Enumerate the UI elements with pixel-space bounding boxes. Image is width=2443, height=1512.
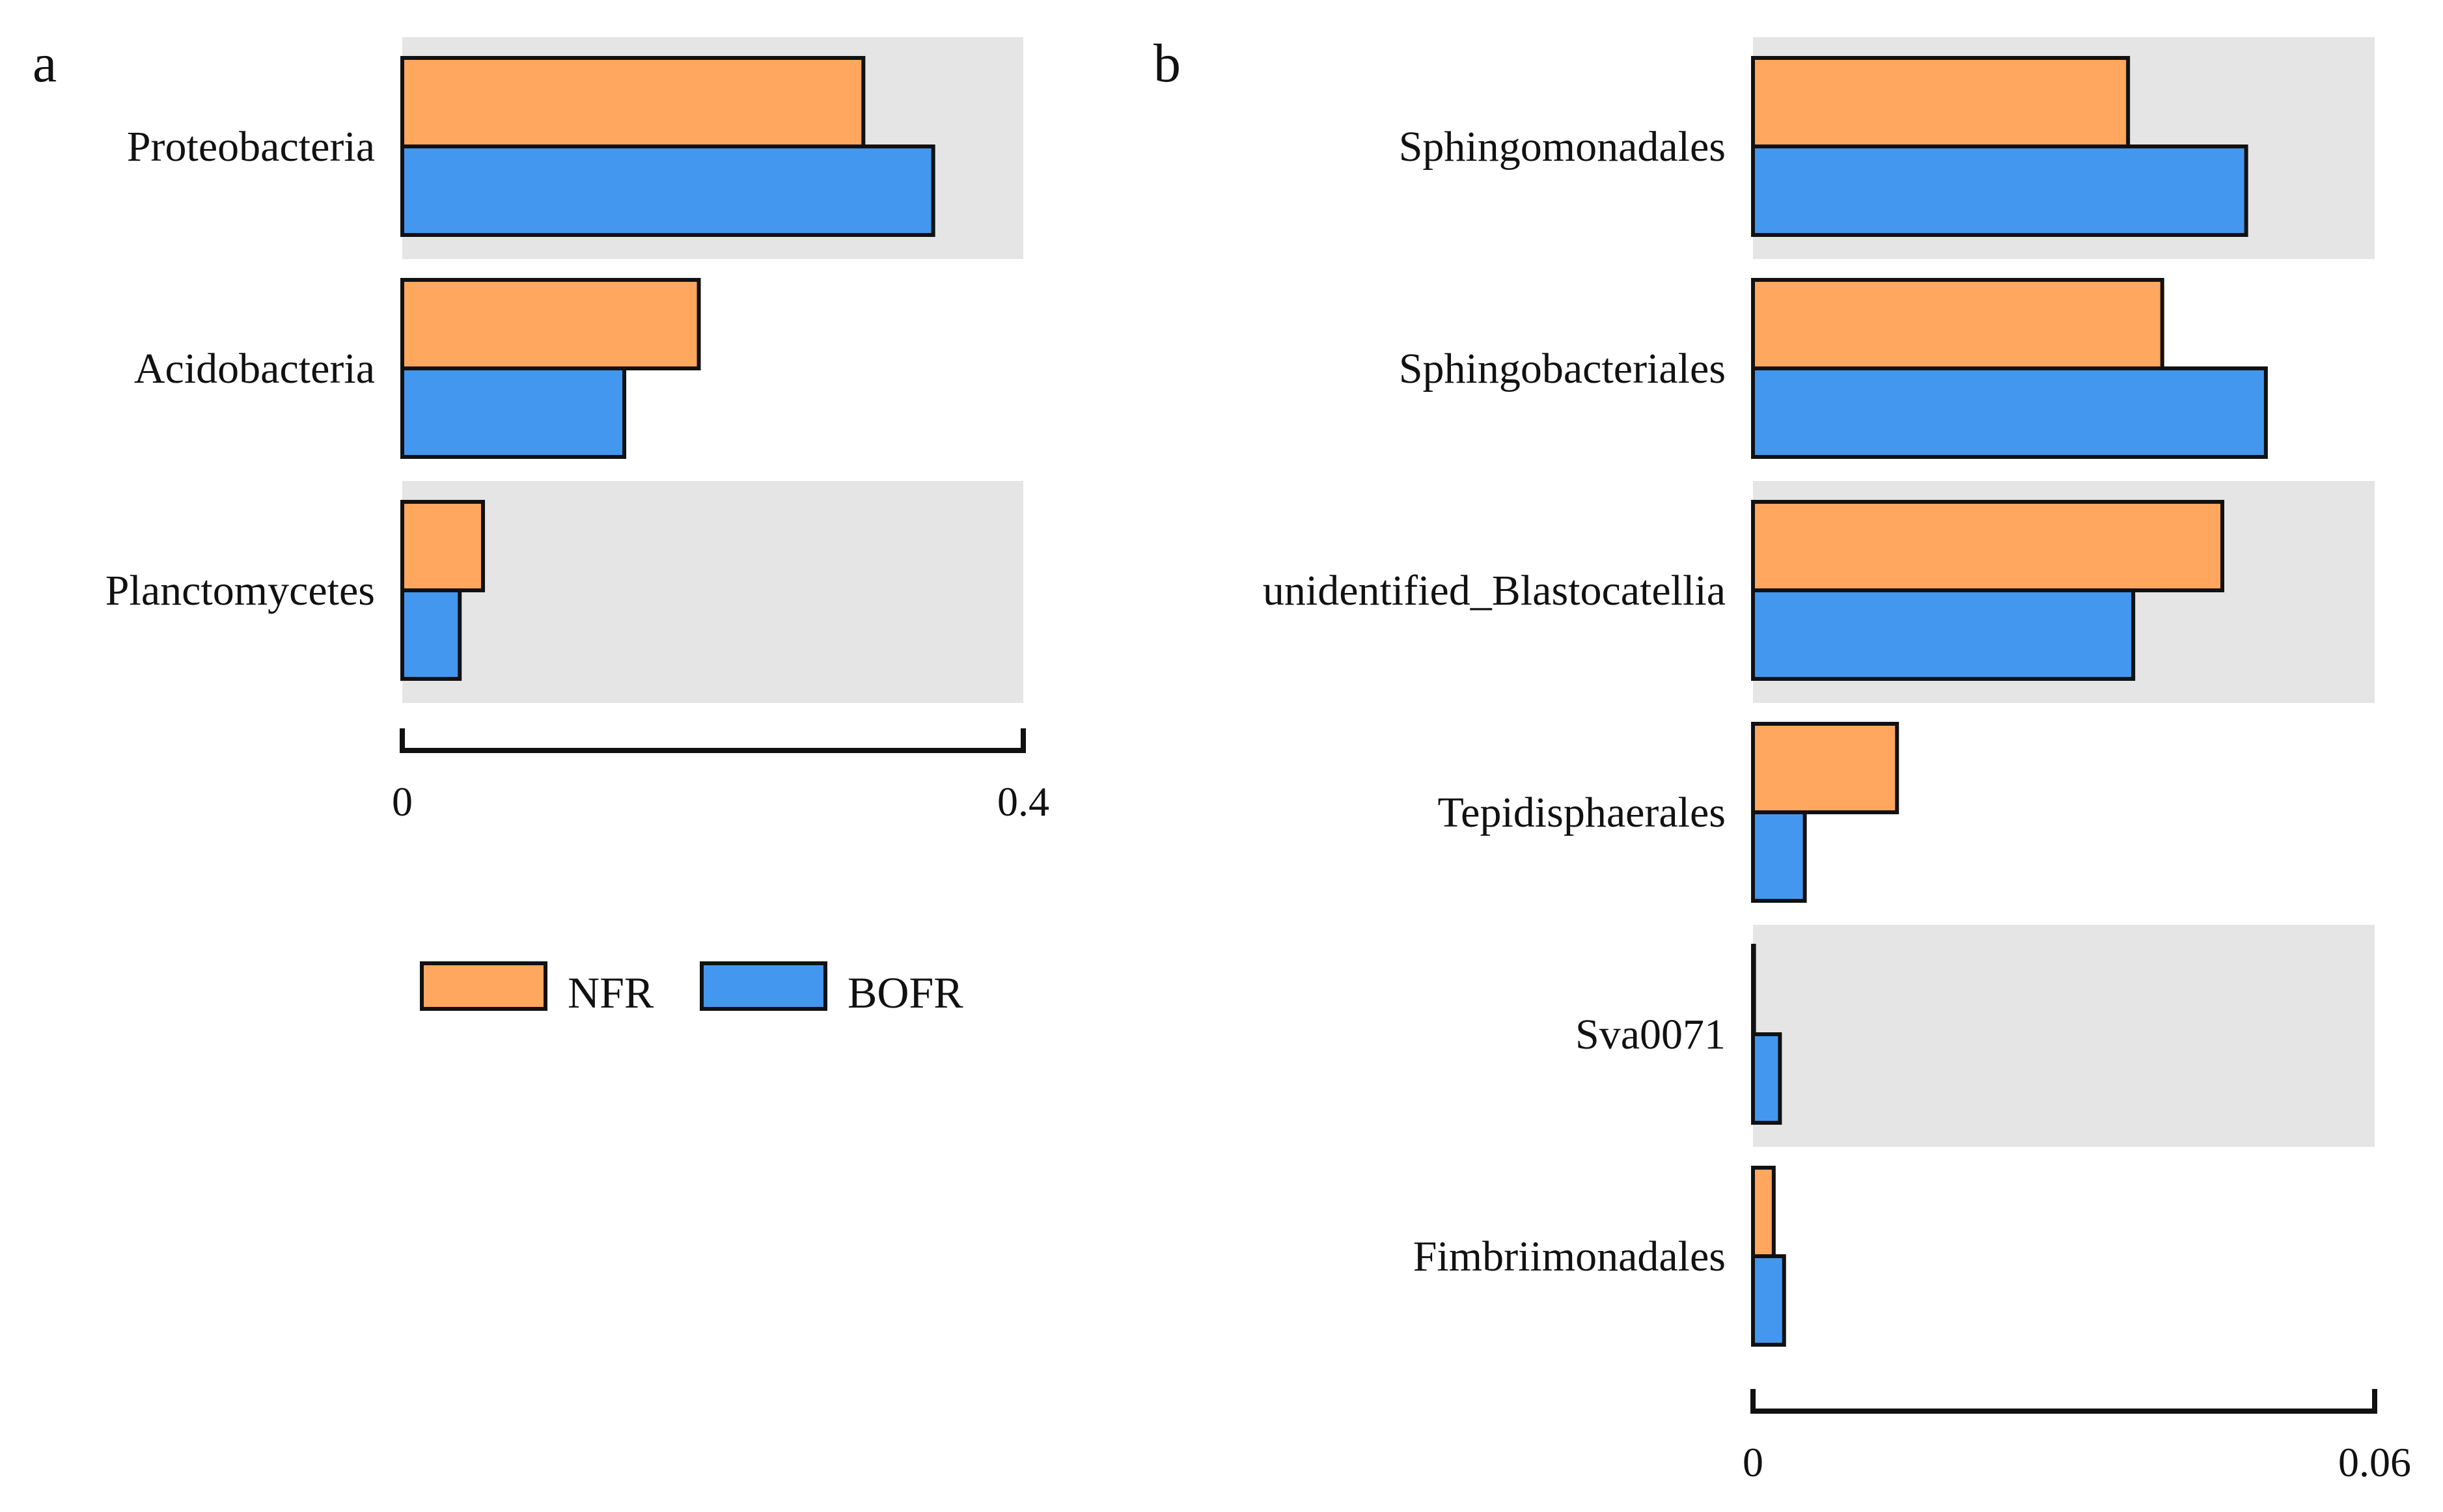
- bar-nfr-fimbriimonadales: [1751, 1166, 1776, 1258]
- bar-bofr-sva0071: [1751, 1032, 1782, 1125]
- bar-nfr-tepidisphaerales: [1751, 722, 1899, 814]
- bar-bofr-fimbriimonadales: [1751, 1254, 1786, 1347]
- category-label: Planctomycetes: [105, 567, 375, 614]
- panel-a: a Proteobacteria Acidobacteria Planctomyce…: [33, 33, 1049, 825]
- bar-bofr-sphingomonadales: [1751, 144, 2248, 237]
- panel-letter-b: b: [1153, 33, 1181, 94]
- bar-nfr-planctomycetes: [400, 500, 486, 592]
- panel-b-bars: [1751, 56, 2268, 1347]
- panel-b-x-axis: 0 0.06: [1743, 1389, 2411, 1485]
- panel-a-bars: [400, 56, 935, 681]
- bar-bofr-proteobacteria: [400, 144, 935, 237]
- bar-nfr-sphingomonadales: [1751, 56, 2131, 148]
- bar-bofr-planctomycetes: [400, 588, 462, 681]
- panel-a-category-labels: Proteobacteria Acidobacteria Planctomycete…: [105, 123, 375, 614]
- tick-label: 0.4: [997, 778, 1049, 825]
- bar-nfr-sphingobacteriales: [1751, 278, 2164, 370]
- category-label: Sphingomonadales: [1399, 123, 1726, 171]
- bar-nfr-unidentified-blastocatellia: [1751, 500, 2225, 592]
- tick-label: 0.06: [2338, 1439, 2411, 1485]
- bar-nfr-sva0071: [1751, 944, 1756, 1036]
- category-label: Sva0071: [1575, 1011, 1726, 1058]
- bar-nfr-proteobacteria: [400, 56, 866, 148]
- bar-bofr-acidobacteria: [400, 366, 627, 459]
- legend-label-bofr: BOFR: [848, 968, 963, 1017]
- panel-b: b Sphingomonadales Sphingobacteriales unid…: [1153, 33, 2411, 1485]
- bar-bofr-unidentified-blastocatellia: [1751, 588, 2136, 681]
- bar-bofr-sphingobacteriales: [1751, 366, 2268, 459]
- row-band: [1753, 925, 2375, 1147]
- category-label: Fimbriimonadales: [1413, 1233, 1726, 1280]
- category-label: Proteobacteria: [127, 123, 375, 171]
- category-label: Sphingobacteriales: [1399, 345, 1726, 392]
- panel-a-x-axis: 0 0.4: [392, 728, 1049, 825]
- category-label: Tepidisphaerales: [1437, 789, 1726, 836]
- legend-swatch-bofr: [700, 961, 827, 1011]
- tick-label: 0: [392, 778, 413, 825]
- bar-bofr-tepidisphaerales: [1751, 810, 1807, 903]
- legend-swatch-nfr: [420, 961, 547, 1011]
- tick-label: 0: [1743, 1439, 1763, 1485]
- category-label: unidentified_Blastocatellia: [1263, 567, 1726, 614]
- panel-b-category-labels: Sphingomonadales Sphingobacteriales uniden…: [1263, 123, 1726, 1280]
- legend-label-nfr: NFR: [568, 968, 654, 1017]
- panel-letter-a: a: [33, 33, 57, 94]
- bar-nfr-acidobacteria: [400, 278, 701, 370]
- category-label: Acidobacteria: [134, 345, 375, 392]
- legend: NFR BOFR: [420, 961, 963, 1017]
- row-band: [402, 481, 1023, 703]
